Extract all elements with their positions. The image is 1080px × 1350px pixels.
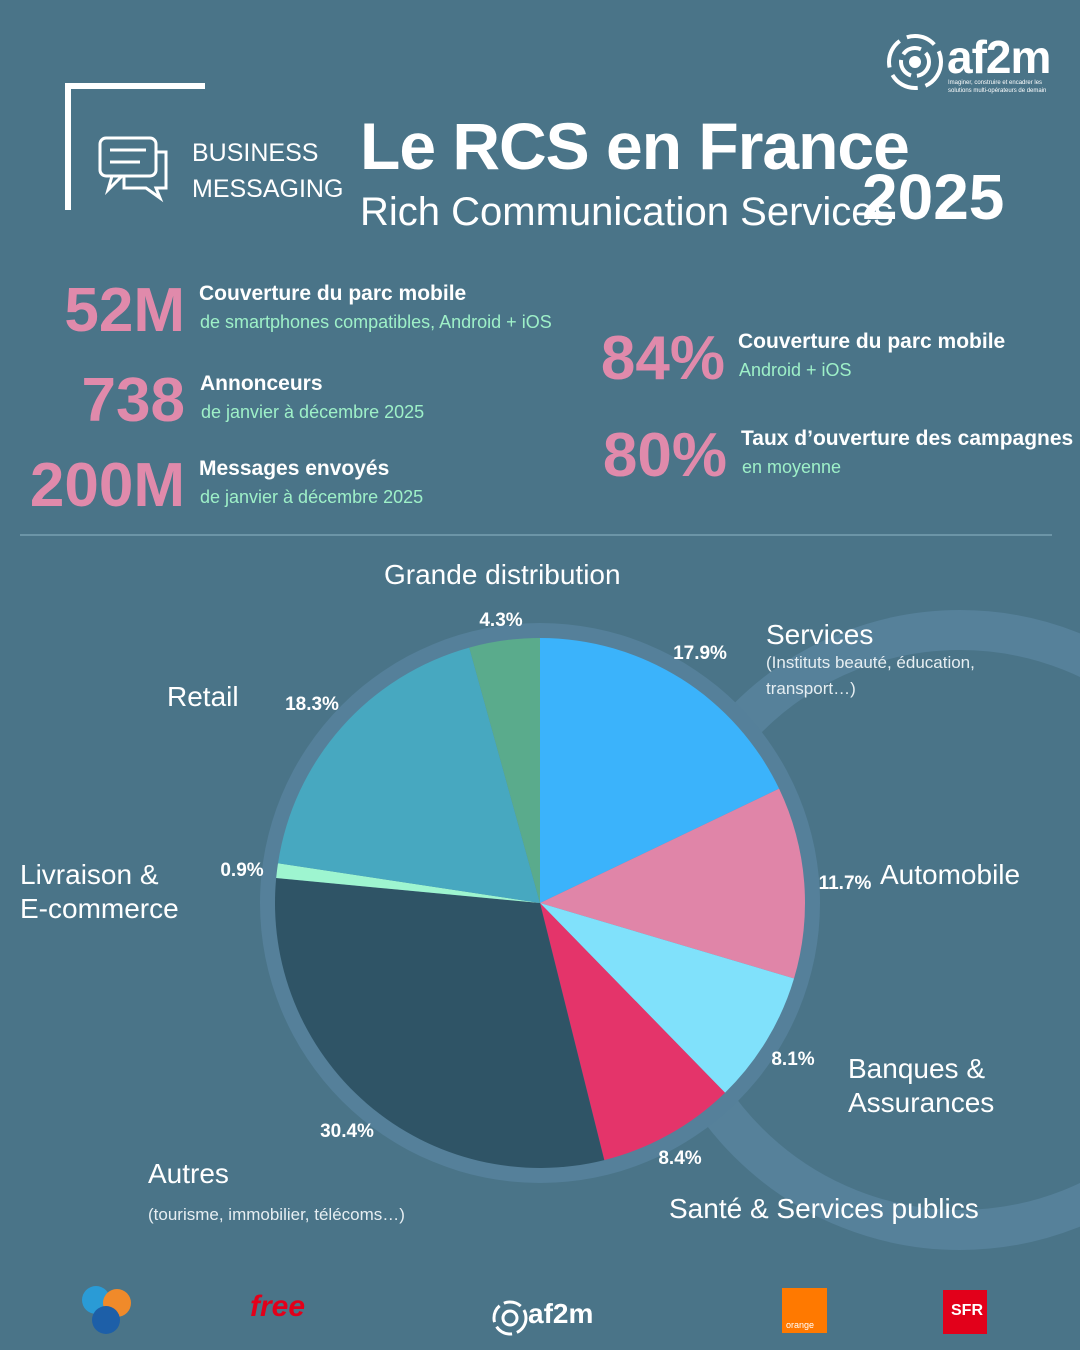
- pie-slice: [540, 903, 726, 1161]
- value-label: 8.1%: [771, 1049, 815, 1070]
- subtitle: Rich Communication Services: [360, 190, 894, 234]
- footer-logo-mark: [492, 1300, 528, 1336]
- category-label: Autres: [148, 1158, 229, 1189]
- value-label: 4.3%: [479, 610, 523, 631]
- chat-icon: [98, 136, 168, 203]
- logo-name: af2m: [947, 31, 1051, 83]
- sfr-logo-box: [943, 1290, 987, 1334]
- pie-slice: [540, 788, 806, 979]
- value-label: 30.4%: [320, 1121, 374, 1142]
- pie-slice: [540, 638, 780, 903]
- category-label: Livraison & E-commerce: [20, 859, 179, 924]
- value-label: 17.9%: [673, 643, 727, 664]
- stat-detail: de janvier à décembre 2025: [200, 487, 424, 507]
- footer-logo: af2m: [528, 1298, 594, 1329]
- stat-detail: de janvier à décembre 2025: [201, 402, 425, 422]
- pie-slice: [469, 638, 540, 903]
- stat-label: Messages envoyés: [199, 457, 390, 480]
- stat-detail: en moyenne: [742, 457, 842, 477]
- stat-label: Taux d’ouverture des campagnes: [741, 427, 1074, 450]
- stat-label: Annonceurs: [200, 372, 323, 395]
- category-note: (Instituts beauté, éducation, transport……: [766, 653, 975, 698]
- pie-slice: [278, 647, 540, 903]
- category-label: Automobile: [880, 859, 1021, 890]
- category-label: Services: [766, 619, 874, 650]
- value-label: 18.3%: [285, 694, 339, 715]
- frame-corner: [65, 83, 205, 210]
- category-label: Banques & Assurances: [848, 1053, 995, 1118]
- stat-value: 80%: [602, 421, 727, 490]
- value-label: 11.7%: [818, 873, 872, 894]
- year: 2025: [862, 161, 1005, 233]
- value-label: 8.4%: [658, 1148, 702, 1169]
- bouygues-logo: [82, 1286, 131, 1334]
- stat-value: 84%: [600, 324, 725, 393]
- stat-detail: Android + iOS: [739, 360, 852, 380]
- footer-logo: SFR: [951, 1302, 983, 1319]
- kicker: BUSINESS MESSAGING: [192, 139, 344, 204]
- stat-detail: de smartphones compatibles, Android + iO…: [200, 312, 552, 332]
- category-note: (tourisme, immobilier, télécoms…): [148, 1205, 405, 1224]
- stat-value: 738: [81, 366, 185, 435]
- logo-mark: [887, 34, 943, 90]
- stat-value: 200M: [29, 451, 185, 520]
- stat-label: Couverture du parc mobile: [738, 330, 1006, 353]
- orange-logo-box: [782, 1288, 827, 1333]
- logo-tagline: Imaginer, construire et encadrer les sol…: [948, 80, 1047, 94]
- stat-value: 52M: [64, 276, 185, 345]
- footer-logo: free: [250, 1290, 306, 1323]
- pie-slice: [540, 903, 795, 1093]
- category-label: Grande distribution: [384, 559, 621, 590]
- pie-slice: [275, 878, 605, 1168]
- title: Le RCS en France: [360, 109, 910, 183]
- stat-label: Couverture du parc mobile: [199, 282, 467, 305]
- category-label: Santé & Services publics: [669, 1193, 979, 1224]
- value-label: 0.9%: [220, 860, 264, 881]
- category-label: Retail: [167, 681, 239, 712]
- footer-logo: orange: [786, 1320, 815, 1330]
- pie-slice: [276, 863, 540, 903]
